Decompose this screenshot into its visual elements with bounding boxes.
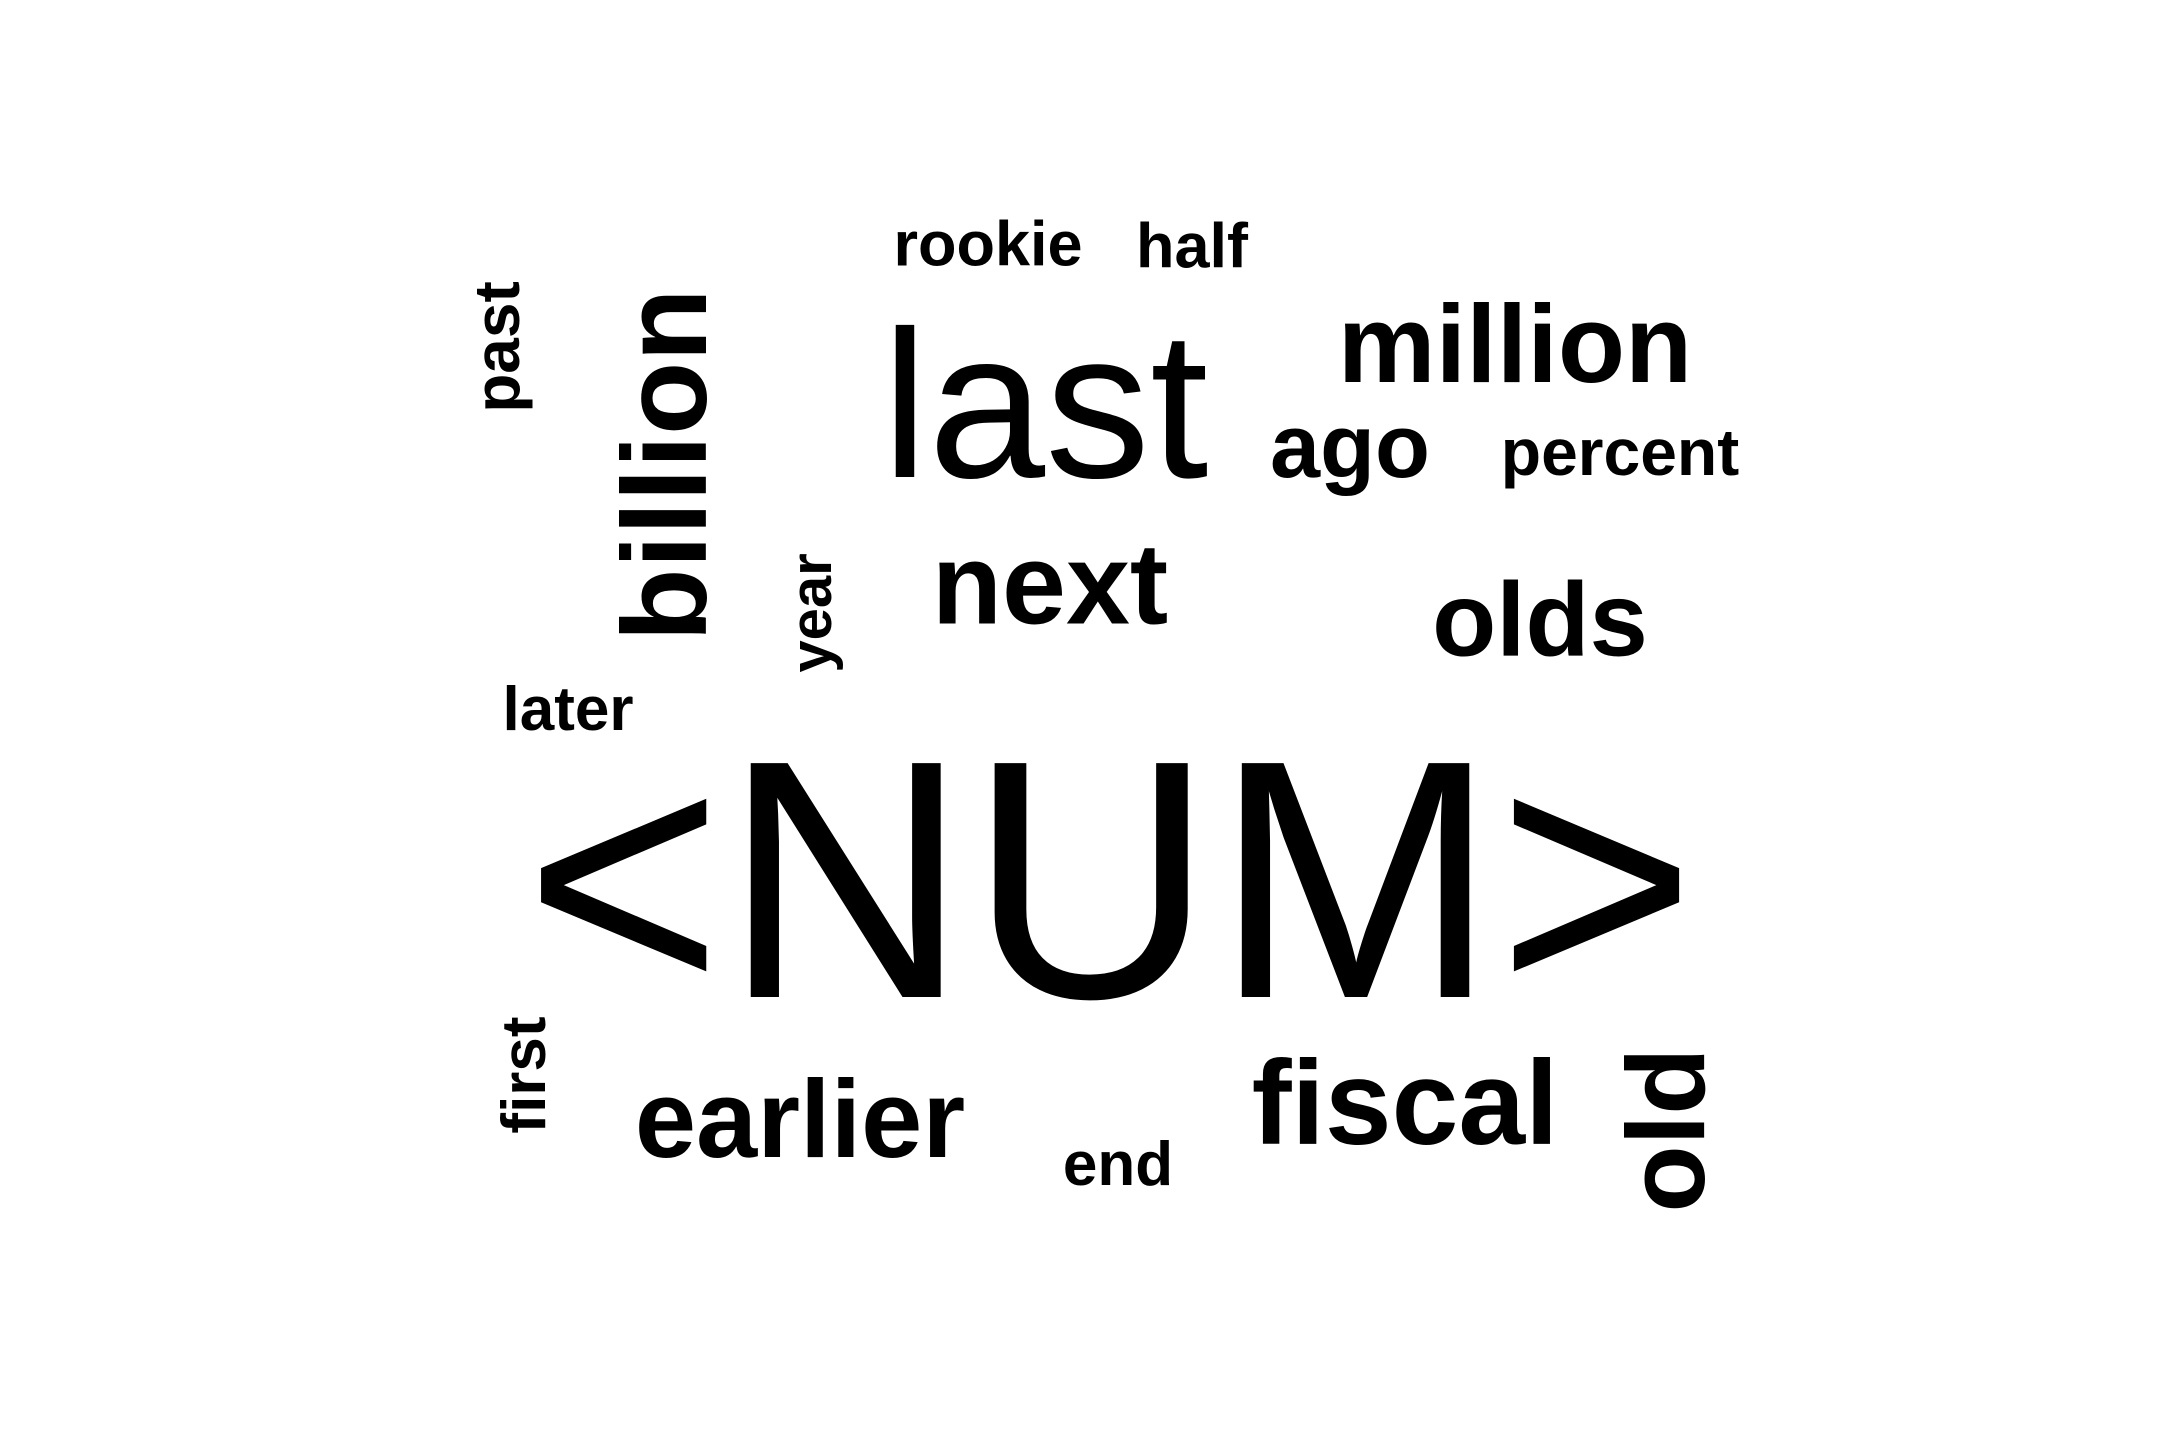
word-next: next <box>931 520 1169 649</box>
word-olds: olds <box>1432 561 1648 679</box>
word-ago: ago <box>1269 397 1431 497</box>
word-end: end <box>1062 1130 1174 1199</box>
word-num: <NUM> <box>524 690 1696 1070</box>
word-fiscal: fiscal <box>1251 1036 1559 1170</box>
word-year: year <box>779 553 844 673</box>
word-rookie: rookie <box>893 209 1083 280</box>
word-later: later <box>502 675 634 744</box>
word-first: first <box>490 1016 559 1134</box>
word-past: past <box>461 281 533 413</box>
word-half: half <box>1135 211 1249 282</box>
word-old: old <box>1605 1047 1728 1213</box>
word-percent: percent <box>1500 415 1740 489</box>
word-billion: billion <box>598 288 732 642</box>
word-last: last <box>881 287 1209 522</box>
word-million: million <box>1337 283 1693 406</box>
word-earlier: earlier <box>634 1058 966 1181</box>
